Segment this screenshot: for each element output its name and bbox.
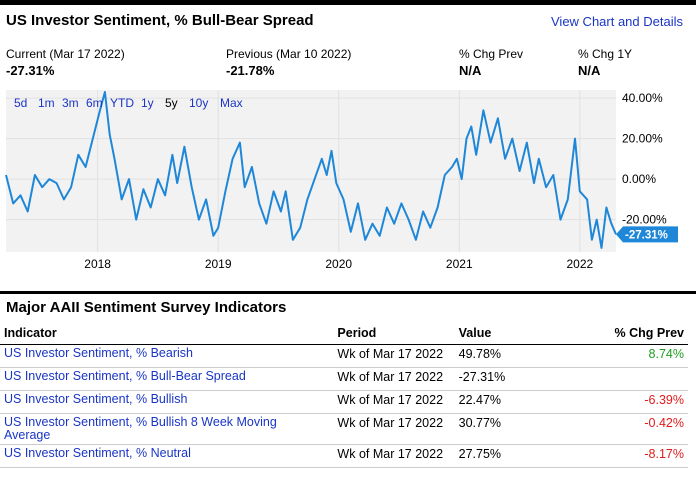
- x-tick-label: 2018: [84, 257, 111, 271]
- indicator-name[interactable]: US Investor Sentiment, % Neutral: [4, 446, 191, 460]
- page-title: US Investor Sentiment, % Bull-Bear Sprea…: [6, 12, 314, 29]
- sentiment-chart[interactable]: 2018 2019 2020 2021 2022 40.00% 20.00% 0.00% -2…: [0, 90, 696, 276]
- indicator-chg-prev: -6.39%: [570, 390, 688, 414]
- x-tick-label: 2019: [205, 257, 232, 271]
- stat-chg-1y-label: % Chg 1Y: [578, 47, 633, 61]
- indicator-link[interactable]: US Investor Sentiment, % Bullish: [0, 390, 334, 414]
- col-header-period: Period: [333, 320, 455, 345]
- stat-chg-prev-value: N/A: [459, 63, 482, 78]
- range-button-5y[interactable]: 5y: [165, 96, 178, 110]
- stat-chg-1y: % Chg 1Y N/A: [578, 47, 632, 78]
- indicator-value: 30.77%: [454, 413, 571, 445]
- range-button-1m[interactable]: 1m: [38, 96, 55, 110]
- chart-container: 2018 2019 2020 2021 2022 40.00% 20.00% 0.00% -2…: [0, 90, 696, 276]
- y-tick-label: -20.00%: [622, 213, 667, 227]
- top-border: [0, 0, 696, 5]
- stat-chg-prev-label: % Chg Prev: [459, 47, 524, 61]
- x-tick-label: 2020: [325, 257, 352, 271]
- table-row: US Investor Sentiment, % Bearish Wk of Ma…: [0, 344, 688, 368]
- indicator-link[interactable]: US Investor Sentiment, % Bullish 8 Week …: [0, 413, 334, 445]
- y-tick-label: 20.00%: [622, 132, 663, 146]
- range-button-6m[interactable]: 6m: [86, 96, 103, 110]
- stat-chg-1y-value: N/A: [578, 63, 601, 78]
- indicator-chg-prev: 8.74%: [570, 344, 688, 368]
- indicator-value: 49.78%: [454, 344, 571, 368]
- section-divider: [0, 291, 696, 294]
- indicator-period: Wk of Mar 17 2022: [333, 444, 455, 468]
- table-row: US Investor Sentiment, % Bull-Bear Sprea…: [0, 367, 688, 391]
- range-button-3m[interactable]: 3m: [62, 96, 79, 110]
- indicators-section-title: Major AAII Sentiment Survey Indicators: [6, 299, 287, 316]
- series-line-bull-bear-spread: [5, 91, 617, 249]
- indicator-period: Wk of Mar 17 2022: [333, 367, 455, 391]
- indicator-chg-prev: -8.17%: [570, 444, 688, 468]
- col-header-chg-prev: % Chg Prev: [570, 320, 688, 345]
- indicators-table: Indicator Period Value % Chg Prev US Inv…: [0, 320, 688, 468]
- indicator-period: Wk of Mar 17 2022: [333, 413, 455, 445]
- y-tick-label: 0.00%: [622, 172, 656, 186]
- range-button-5d[interactable]: 5d: [14, 96, 27, 110]
- indicator-name[interactable]: US Investor Sentiment, % Bearish: [4, 346, 193, 360]
- x-tick-label: 2022: [566, 257, 593, 271]
- indicator-name[interactable]: US Investor Sentiment, % Bullish 8 Week …: [4, 415, 277, 442]
- indicator-link[interactable]: US Investor Sentiment, % Bearish: [0, 344, 334, 368]
- last-value-label: -27.31%: [625, 229, 668, 241]
- y-tick-label: 40.00%: [622, 91, 663, 105]
- indicator-name[interactable]: US Investor Sentiment, % Bullish: [4, 392, 188, 406]
- table-row: US Investor Sentiment, % Bullish 8 Week …: [0, 413, 688, 445]
- range-button-1y[interactable]: 1y: [141, 96, 154, 110]
- stat-previous-value: -21.78%: [226, 63, 275, 78]
- indicator-period: Wk of Mar 17 2022: [333, 390, 455, 414]
- indicator-value: 22.47%: [454, 390, 571, 414]
- indicator-value: 27.75%: [454, 444, 571, 468]
- stat-current-value: -27.31%: [6, 63, 55, 78]
- range-button-max[interactable]: Max: [220, 96, 243, 110]
- range-button-10y[interactable]: 10y: [189, 96, 208, 110]
- stat-previous-label: Previous (Mar 10 2022): [226, 47, 352, 61]
- table-row: US Investor Sentiment, % Neutral Wk of Ma…: [0, 444, 688, 468]
- indicator-name[interactable]: US Investor Sentiment, % Bull-Bear Sprea…: [4, 369, 246, 383]
- range-button-ytd[interactable]: YTD: [110, 96, 134, 110]
- indicator-value: -27.31%: [454, 367, 571, 391]
- stat-previous: Previous (Mar 10 2022) -21.78%: [226, 47, 351, 78]
- col-header-value: Value: [454, 320, 571, 345]
- indicator-chg-prev: -0.42%: [570, 413, 688, 445]
- view-chart-details-link[interactable]: View Chart and Details: [551, 14, 683, 29]
- table-row: US Investor Sentiment, % Bullish Wk of Ma…: [0, 390, 688, 414]
- indicator-chg-prev: [570, 367, 688, 391]
- table-header-row: Indicator Period Value % Chg Prev: [0, 320, 688, 345]
- col-header-indicator: Indicator: [0, 320, 334, 345]
- stat-current-label: Current (Mar 17 2022): [6, 47, 125, 61]
- indicator-period: Wk of Mar 17 2022: [333, 344, 455, 368]
- indicator-link[interactable]: US Investor Sentiment, % Neutral: [0, 444, 334, 468]
- stat-current: Current (Mar 17 2022) -27.31%: [6, 47, 125, 78]
- stat-chg-prev: % Chg Prev N/A: [459, 47, 523, 78]
- last-value-badge: [616, 226, 678, 243]
- x-tick-label: 2021: [446, 257, 473, 271]
- indicator-link[interactable]: US Investor Sentiment, % Bull-Bear Sprea…: [0, 367, 334, 391]
